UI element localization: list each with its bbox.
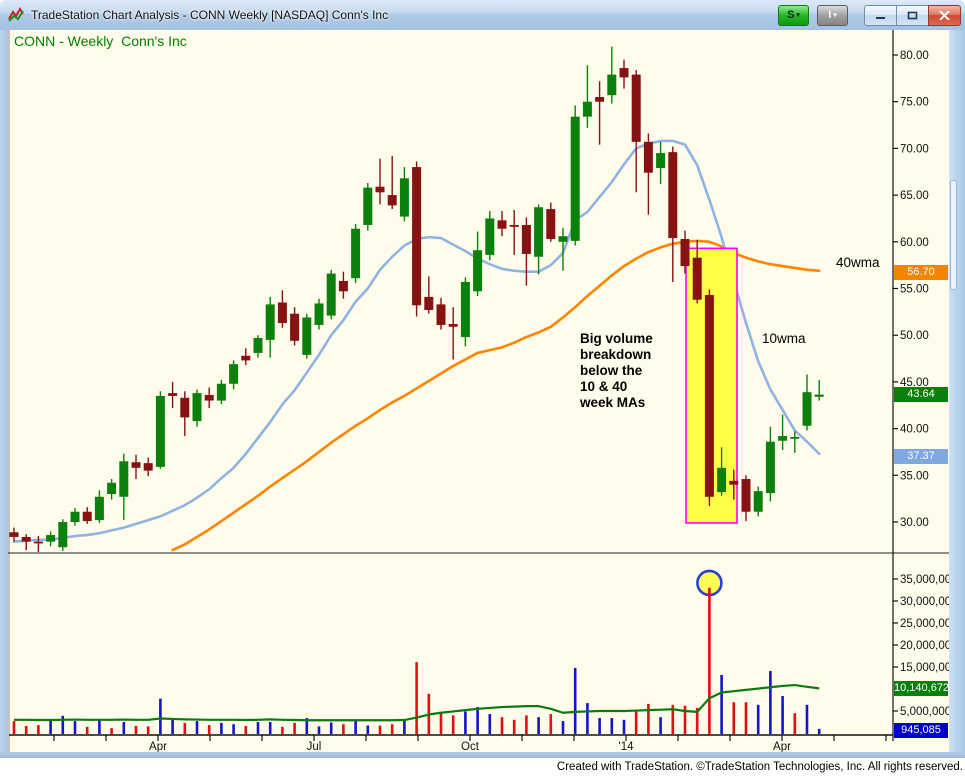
style-button-label: S <box>787 9 795 21</box>
price-axis-tick-label: 50.00 <box>900 330 929 342</box>
volume-axis-tick-label: 30,000,000 <box>900 596 949 608</box>
price-axis-tick-label: 75.00 <box>900 97 929 109</box>
ma10-label: 10wma <box>762 331 806 346</box>
volume-ma-line <box>14 683 820 722</box>
chart-symbol-header: CONN - Weekly Conn's Inc <box>14 33 187 49</box>
restore-icon <box>907 11 918 19</box>
credit-text: Created with TradeStation. ©TradeStation… <box>556 761 963 773</box>
ma40-price-badge: 56.70 <box>894 265 948 281</box>
x-axis-label: Apr <box>149 741 167 752</box>
indicator-dropdown-button[interactable]: I ▾ <box>817 4 848 26</box>
price-axis-tick-label: 80.00 <box>900 50 929 62</box>
price-volume-chart[interactable]: Apr Jul Oct '14 Apr 80.00 75.00 70.00 65.00 60.00… <box>8 30 949 752</box>
price-axis-tick-label: 60.00 <box>900 237 929 249</box>
close-icon <box>939 10 950 20</box>
volume-axis-tick-label: 15,000,000 <box>900 662 949 674</box>
volume-axis-tick-label: 5,000,000 <box>900 706 949 718</box>
scrollbar-thumb[interactable] <box>950 180 957 290</box>
chart-background <box>8 30 949 752</box>
volume-axis-tick-label: 35,000,000 <box>900 574 949 586</box>
app-chart-icon <box>8 7 25 23</box>
minimize-icon <box>876 16 885 19</box>
volume-ma-badge: 10,140,672 <box>894 680 950 696</box>
x-axis-label: Oct <box>461 741 480 752</box>
chevron-down-icon: ▾ <box>833 12 837 19</box>
x-axis-label: Apr <box>773 741 791 752</box>
price-axis-tick-label: 45.00 <box>900 377 929 389</box>
restore-button[interactable] <box>897 4 928 26</box>
price-axis-tick-label: 35.00 <box>900 470 929 482</box>
window-title: TradeStation Chart Analysis - CONN Weekl… <box>31 8 389 22</box>
credit-footer: Created with TradeStation. ©TradeStation… <box>0 758 965 778</box>
price-axis-tick-label: 70.00 <box>900 143 929 155</box>
title-bar[interactable]: TradeStation Chart Analysis - CONN Weekl… <box>0 0 965 31</box>
candles-group <box>9 46 824 552</box>
volume-bars-group <box>12 587 821 734</box>
ma40-label: 40wma <box>836 255 880 270</box>
price-axis-tick-label: 40.00 <box>900 424 929 436</box>
minimize-button[interactable] <box>864 4 897 26</box>
volume-axis-tick-label: 20,000,000 <box>900 640 949 652</box>
ma40-line <box>171 239 821 552</box>
price-axis-tick-label: 30.00 <box>900 517 929 529</box>
style-dropdown-button[interactable]: S ▾ <box>778 4 809 26</box>
window-border-right <box>958 30 965 752</box>
price-axis-tick-label: 65.00 <box>900 190 929 202</box>
indicator-button-label: I <box>828 9 832 21</box>
volume-axis-tick-label: 25,000,000 <box>900 618 949 630</box>
titlebar-buttons: S ▾ I ▾ <box>778 0 961 30</box>
window-border-bottom <box>0 752 965 758</box>
volume-last-badge: 945,085 <box>894 723 948 739</box>
vertical-scrollbar[interactable] <box>949 30 958 752</box>
breakdown-annotation: Big volume breakdown below the 10 & 40 w… <box>580 331 653 410</box>
x-axis-label: '14 <box>619 741 635 752</box>
chevron-down-icon: ▾ <box>796 12 800 19</box>
ma10-price-badge: 37.37 <box>894 448 948 464</box>
last-price-badge: 43.64 <box>894 387 948 403</box>
price-axis-tick-label: 55.00 <box>900 284 929 296</box>
close-button[interactable] <box>928 4 961 26</box>
tradestation-window: TradeStation Chart Analysis - CONN Weekl… <box>0 0 965 758</box>
x-axis-label: Jul <box>307 741 322 752</box>
window-border-left <box>0 30 8 752</box>
window-controls <box>864 4 961 26</box>
